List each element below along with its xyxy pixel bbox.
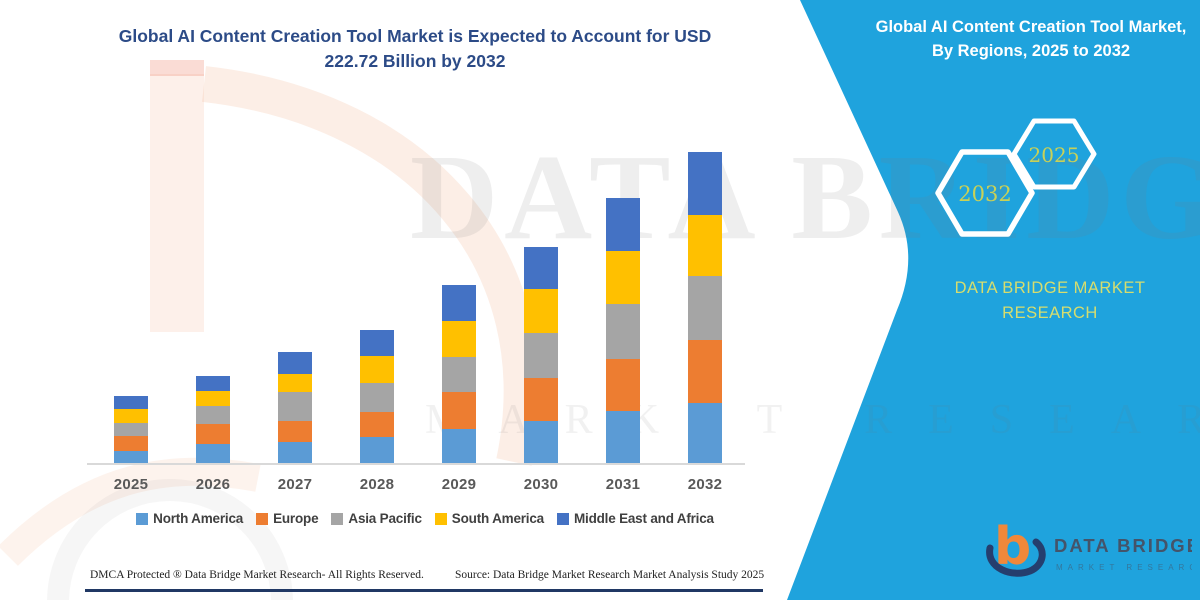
bar-segment-2026-asia-pacific [196, 405, 230, 424]
chart-title: Global AI Content Creation Tool Market i… [118, 26, 712, 71]
bar-segment-2028-europe [360, 411, 394, 438]
bar-segment-2027-middle-east-and-africa [278, 351, 312, 375]
bar-segment-2025-north-america [114, 450, 148, 464]
stacked-bar-2030 [524, 247, 558, 464]
bar-segment-2029-south-america [442, 320, 476, 358]
bar-segment-2029-europe [442, 392, 476, 429]
bar-segment-2026-middle-east-and-africa [196, 375, 230, 392]
brand-name-text: DATA BRIDGE MARKET RESEARCH [954, 279, 1146, 322]
bar-segment-2027-asia-pacific [278, 392, 312, 421]
x-axis-label-2030: 2030 [523, 476, 559, 493]
x-axis-label-2028: 2028 [359, 476, 395, 493]
bar-segment-2032-middle-east-and-africa [688, 152, 722, 215]
legend-item-asia-pacific: Asia Pacific [331, 511, 422, 526]
source-text: Source: Data Bridge Market Research Mark… [455, 569, 765, 581]
bar-segment-2027-north-america [278, 442, 312, 464]
legend-label: Asia Pacific [348, 511, 422, 526]
stacked-bar-2029 [442, 284, 476, 464]
plot-area: 2025 2026 2027 2028 2029 2030 2031 2032 [113, 152, 723, 493]
bar-segment-2028-south-america [360, 355, 394, 383]
x-axis-line [87, 463, 745, 465]
bar-segment-2029-north-america [442, 429, 476, 464]
bar-segment-2027-europe [278, 420, 312, 443]
legend-item-europe: Europe [256, 511, 319, 526]
legend-swatch-icon [331, 512, 344, 525]
stacked-bar-2028 [360, 330, 394, 464]
bar-segment-2030-north-america [524, 420, 558, 464]
x-axis-label-2025: 2025 [113, 476, 149, 493]
legend-swatch-icon [136, 512, 149, 525]
bar-segment-2027-south-america [278, 374, 312, 393]
legend-swatch-icon [256, 512, 269, 525]
bar-segment-2025-asia-pacific [114, 423, 148, 436]
hexagon-2032 [935, 149, 1035, 237]
logo-subtitle: MARKET RESEARCH [1056, 563, 1192, 572]
bar-segment-2025-middle-east-and-africa [114, 395, 148, 410]
x-axis-label-2026: 2026 [195, 476, 231, 493]
legend-swatch-icon [556, 512, 569, 525]
x-axis-label-2027: 2027 [277, 476, 313, 493]
bar-segment-2030-europe [524, 377, 558, 421]
stacked-bar-2032 [688, 152, 722, 464]
watermark-databridge-text: DATA BRIDGE [410, 130, 1200, 265]
bar-segment-2031-south-america [606, 250, 640, 304]
bar-segment-2028-north-america [360, 437, 394, 464]
bar-segment-2026-south-america [196, 391, 230, 406]
bar-segment-2028-middle-east-and-africa [360, 330, 394, 356]
bar-segment-2031-north-america [606, 410, 640, 464]
hexagon-2025 [1011, 118, 1097, 190]
bar-segment-2029-middle-east-and-africa [442, 284, 476, 321]
x-axis-label-2031: 2031 [605, 476, 641, 493]
year-hexagons: 2032 2025 [935, 118, 1097, 237]
bar-segment-2032-asia-pacific [688, 275, 722, 340]
bar-segment-2032-europe [688, 339, 722, 404]
bar-segment-2025-europe [114, 435, 148, 451]
footer-divider [85, 589, 763, 592]
chart-legend: North America Europe Asia Pacific South Ame… [80, 511, 770, 526]
bar-segment-2031-europe [606, 359, 640, 411]
x-axis-label-2029: 2029 [441, 476, 477, 493]
legend-label: Europe [273, 511, 319, 526]
bar-segment-2030-south-america [524, 288, 558, 334]
bar-segment-2029-asia-pacific [442, 357, 476, 393]
hexagon-2032-label: 2032 [958, 182, 1011, 206]
legend-item-middle-east-and-africa: Middle East and Africa [556, 511, 714, 526]
legend-item-south-america: South America [434, 511, 544, 526]
stacked-bar-2025 [114, 395, 148, 464]
hexagon-2025-label: 2025 [1029, 143, 1080, 167]
bar-segment-2028-asia-pacific [360, 382, 394, 412]
databridge-logo-icon: b [986, 518, 1046, 577]
bar-segment-2032-north-america [688, 403, 722, 464]
legend-swatch-icon [434, 512, 447, 525]
stacked-bar-2026 [196, 375, 230, 464]
legend-label: South America [451, 511, 544, 526]
bar-segment-2032-south-america [688, 214, 722, 276]
bar-segment-2031-asia-pacific [606, 303, 640, 360]
bar-segment-2026-north-america [196, 444, 230, 464]
stacked-bar-2031 [606, 197, 640, 464]
databridge-logo: b DATA BRIDGE MARKET RESEARCH [986, 518, 1192, 577]
stacked-bar-2027 [278, 351, 312, 464]
legend-item-north-america: North America [136, 511, 243, 526]
brand-watermark-shape [0, 60, 540, 566]
legend-label: North America [153, 511, 244, 526]
bar-segment-2031-middle-east-and-africa [606, 197, 640, 251]
legend-label: Middle East and Africa [573, 511, 714, 526]
side-panel-title: Global AI Content Creation Tool Market, … [875, 18, 1187, 60]
bar-segment-2026-europe [196, 424, 230, 444]
bar-segment-2030-asia-pacific [524, 333, 558, 378]
x-axis-label-2032: 2032 [687, 476, 723, 493]
copyright-text: DMCA Protected ® Data Bridge Market Rese… [90, 569, 424, 581]
logo-wordmark: DATA BRIDGE [1054, 535, 1192, 556]
bar-segment-2025-south-america [114, 409, 148, 424]
bar-segment-2030-middle-east-and-africa [524, 247, 558, 289]
